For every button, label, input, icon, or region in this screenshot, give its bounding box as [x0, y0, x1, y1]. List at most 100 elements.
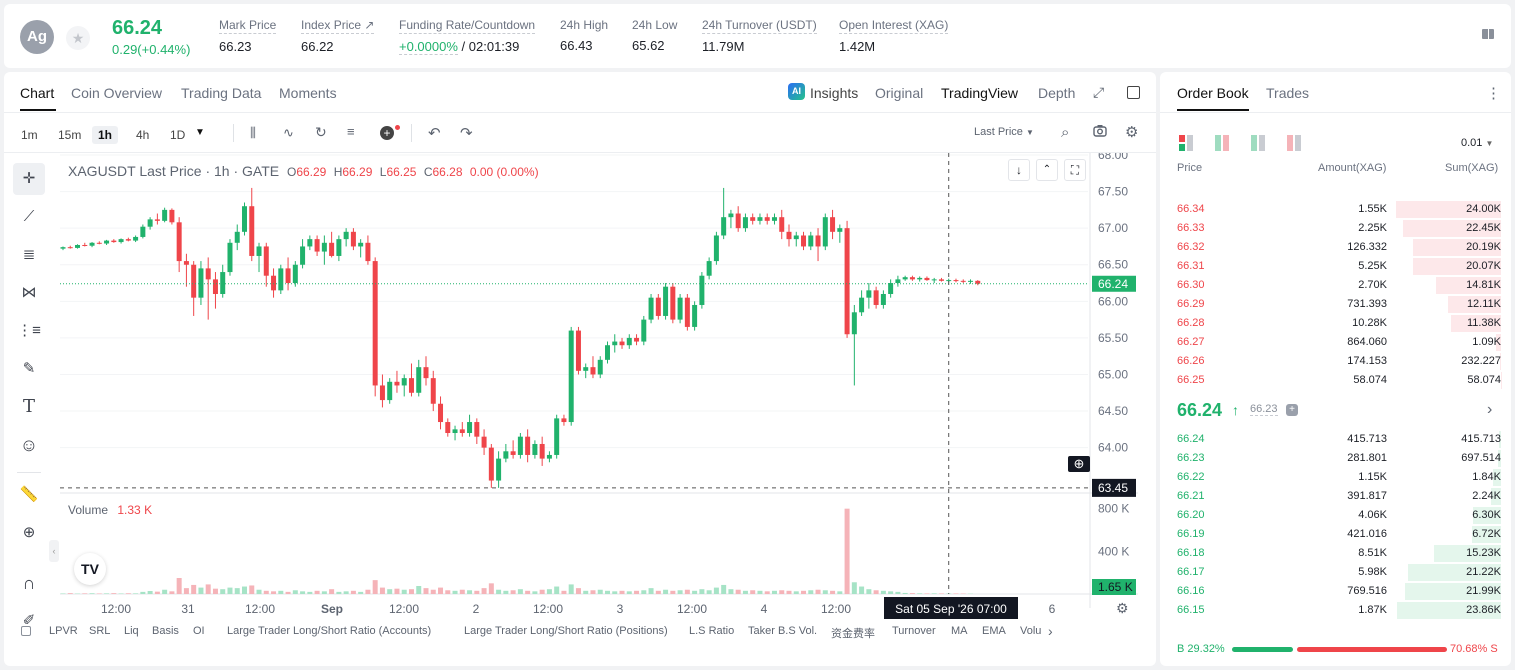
zoom-in-tool-icon[interactable]: ⊕: [22, 524, 36, 541]
timeframe-dropdown-icon[interactable]: ▼: [195, 127, 205, 138]
ask-row[interactable]: 66.29 731.393 12.11K: [1177, 295, 1501, 314]
text-tool-icon[interactable]: T: [22, 396, 35, 417]
bid-row[interactable]: 66.17 5.98K 21.22K: [1177, 563, 1501, 582]
magnet-tool-icon[interactable]: ∩: [22, 573, 36, 593]
tab-tradingview[interactable]: TradingView: [941, 85, 1019, 101]
ask-row[interactable]: 66.32 126.332 20.19K: [1177, 238, 1501, 257]
tab-original[interactable]: Original: [875, 85, 924, 101]
tab-order-book[interactable]: Order Book: [1177, 85, 1249, 101]
tab-insights[interactable]: Insights: [810, 85, 859, 101]
time-axis-label: 2: [473, 602, 480, 616]
indicator-checkbox[interactable]: [21, 626, 31, 636]
add-indicator-icon[interactable]: +: [380, 126, 394, 140]
indicator-2[interactable]: Liq: [124, 625, 139, 637]
tab-coin-overview[interactable]: Coin Overview: [71, 85, 163, 101]
candle-type-icon[interactable]: ⫼: [250, 125, 256, 140]
ask-row[interactable]: 66.31 5.25K 20.07K: [1177, 257, 1501, 276]
indicator-13[interactable]: Volu: [1020, 625, 1042, 637]
price-type-select[interactable]: Last Price ▼: [974, 126, 1034, 138]
add-alert-icon[interactable]: ⊕: [1068, 456, 1090, 472]
tab-trades[interactable]: Trades: [1266, 85, 1310, 101]
bid-row[interactable]: 66.19 421.016 6.72K: [1177, 525, 1501, 544]
indicator-1[interactable]: SRL: [89, 625, 111, 637]
tab-trading-data[interactable]: Trading Data: [181, 85, 262, 101]
favorite-star-icon[interactable]: ★: [66, 26, 90, 50]
crosshair-tool-icon[interactable]: ✛: [13, 163, 45, 195]
fib-tool-icon[interactable]: ⋮≡: [17, 322, 41, 339]
parallel-lines-tool-icon[interactable]: ≣: [22, 246, 36, 263]
replay-icon[interactable]: ↻: [315, 124, 327, 140]
book-view-2-icon[interactable]: [1215, 135, 1231, 151]
indicator-7[interactable]: L.S Ratio: [689, 625, 735, 637]
timeframe-1m[interactable]: 1m: [21, 128, 38, 142]
ask-depth-bar: [1436, 277, 1501, 294]
tab-moments[interactable]: Moments: [279, 85, 337, 101]
candle-body: [815, 235, 821, 247]
precision-select[interactable]: 0.01 ▼: [1461, 137, 1494, 149]
book-asks-view-icon[interactable]: [1287, 135, 1303, 151]
book-both-view-icon[interactable]: [1179, 135, 1195, 151]
timeframe-1h[interactable]: 1h: [92, 126, 119, 144]
more-options-icon[interactable]: ⋮: [1486, 85, 1501, 102]
indicator-5[interactable]: Large Trader Long/Short Ratio (Accounts): [227, 625, 432, 637]
indicator-11[interactable]: MA: [951, 625, 968, 637]
indicator-9[interactable]: 资金费率: [831, 628, 875, 640]
ask-row[interactable]: 66.34 1.55K 24.00K: [1177, 200, 1501, 219]
tab-chart[interactable]: Chart: [20, 85, 55, 101]
indicator-3[interactable]: Basis: [152, 625, 179, 637]
camera-icon[interactable]: [1093, 124, 1107, 140]
emoji-tool-icon[interactable]: ☺: [19, 435, 39, 455]
window-icon[interactable]: [1127, 86, 1140, 99]
bid-row[interactable]: 66.16 769.516 21.99K: [1177, 582, 1501, 601]
ask-row[interactable]: 66.27 864.060 1.09K: [1177, 333, 1501, 352]
indicator-8[interactable]: Taker B.S Vol.: [748, 625, 818, 637]
book-bids-view-icon[interactable]: [1251, 135, 1267, 151]
timeframe-15m[interactable]: 15m: [58, 128, 82, 142]
bid-row[interactable]: 66.22 1.15K 1.84K: [1177, 468, 1501, 487]
trend-line-tool-icon[interactable]: ⟋: [23, 208, 35, 225]
indicators-next-icon[interactable]: ›: [1048, 623, 1053, 639]
mark-info-icon[interactable]: +: [1286, 404, 1298, 416]
collapse-toolbar-icon[interactable]: ‹: [49, 540, 59, 562]
pattern-tool-icon[interactable]: ⋈: [21, 284, 37, 301]
ask-row[interactable]: 66.26 174.153 232.227: [1177, 352, 1501, 371]
settings-gear-icon[interactable]: ⚙: [1125, 124, 1139, 141]
indicators-icon[interactable]: ∿: [283, 125, 294, 140]
undo-icon[interactable]: ↶: [428, 125, 441, 142]
timeframe-4h[interactable]: 4h: [136, 128, 150, 142]
indicator-10[interactable]: Turnover: [892, 625, 936, 637]
tab-depth[interactable]: Depth: [1038, 85, 1076, 101]
book-icon[interactable]: [1478, 26, 1498, 46]
ask-row[interactable]: 66.28 10.28K 11.38K: [1177, 314, 1501, 333]
templates-icon[interactable]: ≡: [347, 124, 355, 139]
brush-tool-icon[interactable]: ✎: [22, 360, 36, 377]
ask-row[interactable]: 66.30 2.70K 14.81K: [1177, 276, 1501, 295]
ask-row[interactable]: 66.33 2.25K 22.45K: [1177, 219, 1501, 238]
search-icon[interactable]: ⌕: [1061, 124, 1070, 141]
chart-settings-icon[interactable]: ⚙: [1116, 600, 1129, 616]
pencil-lock-tool-icon[interactable]: ✐: [22, 612, 36, 629]
scroll-down-icon[interactable]: ↓: [1008, 159, 1030, 181]
tradingview-logo[interactable]: TV: [74, 553, 106, 585]
expand-icon[interactable]: ⤢: [1093, 84, 1105, 100]
ask-row[interactable]: 66.25 58.074 58.074: [1177, 371, 1501, 390]
candle-body: [742, 217, 748, 229]
stat-index-price[interactable]: Index Price ↗ 66.22: [301, 18, 375, 54]
price-chart[interactable]: 68.00 67.50 67.00 66.50 66.00 65.50 65.00 64.50…: [60, 153, 1138, 623]
indicator-0[interactable]: LPVR: [49, 625, 78, 637]
collapse-legend-icon[interactable]: ⌃: [1036, 159, 1058, 181]
bid-row[interactable]: 66.15 1.87K 23.86K: [1177, 601, 1501, 620]
ruler-tool-icon[interactable]: 📏: [19, 486, 39, 503]
bid-row[interactable]: 66.21 391.817 2.24K: [1177, 487, 1501, 506]
bid-row[interactable]: 66.24 415.713 415.713: [1177, 430, 1501, 449]
indicator-4[interactable]: OI: [193, 625, 205, 637]
indicator-12[interactable]: EMA: [982, 625, 1006, 637]
indicator-6[interactable]: Large Trader Long/Short Ratio (Positions…: [464, 625, 668, 637]
bid-row[interactable]: 66.20 4.06K 6.30K: [1177, 506, 1501, 525]
bid-row[interactable]: 66.18 8.51K 15.23K: [1177, 544, 1501, 563]
mid-chevron-right-icon[interactable]: ›: [1487, 401, 1493, 418]
bid-row[interactable]: 66.23 281.801 697.514: [1177, 449, 1501, 468]
redo-icon[interactable]: ↷: [460, 125, 473, 142]
timeframe-1d[interactable]: 1D: [170, 128, 186, 142]
fullscreen-legend-icon[interactable]: ⛶: [1064, 159, 1086, 181]
